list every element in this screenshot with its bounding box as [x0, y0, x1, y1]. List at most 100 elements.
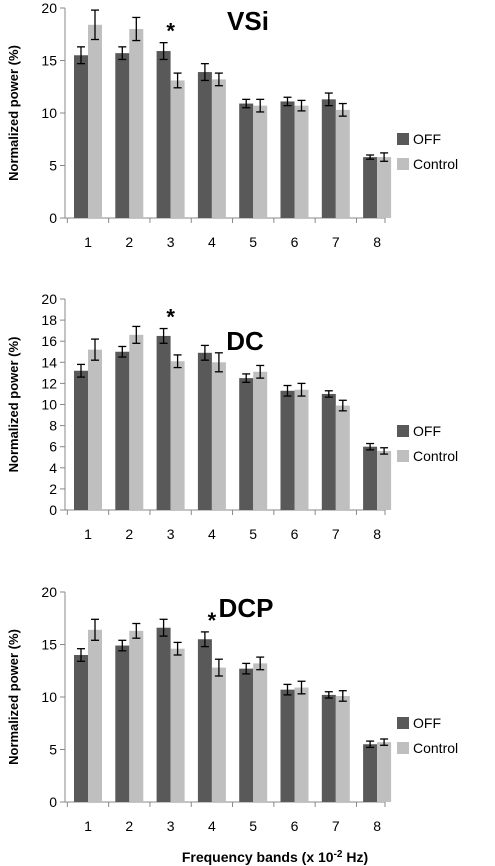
error-bar-control-4: [214, 658, 223, 677]
error-bar-off-3: [159, 618, 168, 637]
panel-title: VSi: [227, 6, 269, 36]
legend-label-control: Control: [413, 740, 458, 756]
error-bar-control-5: [256, 98, 265, 113]
error-bar-off-5: [242, 662, 251, 675]
error-bar-control-7: [338, 102, 347, 117]
bar-control-8: [377, 157, 392, 218]
error-bar-off-7: [324, 92, 333, 107]
error-bar-off-6: [283, 96, 292, 107]
bar-control-1: [88, 24, 102, 218]
error-bar-off-1: [77, 363, 85, 378]
bar-control-5: [253, 371, 268, 510]
x-tick-label: 1: [84, 234, 92, 250]
x-tick-label: 4: [208, 818, 216, 834]
chart-panel-1: 0 5 10 15 20 Normalized power (%) 1 2 3 4 5 6 7 8 * VSi…: [6, 0, 458, 250]
error-bar-off-8: [366, 154, 375, 160]
y-tick-label: 8: [49, 418, 57, 434]
bar-off-8: [363, 744, 378, 802]
error-bar-control-3: [173, 641, 182, 656]
error-bar-control-4: [214, 352, 223, 373]
error-bar-off-3: [159, 327, 168, 344]
error-bar-control-7: [338, 690, 347, 702]
error-bar-control-2: [132, 622, 141, 639]
y-tick-label: 4: [49, 460, 57, 476]
error-bar-control-8: [380, 447, 389, 455]
legend: OFF Control: [397, 131, 458, 172]
legend-swatch-control: [397, 742, 409, 754]
error-bar-control-8: [380, 152, 389, 162]
x-tick-label: 6: [291, 234, 299, 250]
bar-off-7: [321, 393, 336, 510]
y-tick-label: 10: [41, 105, 57, 121]
bar-control-1: [88, 629, 102, 802]
x-tick-label: 5: [249, 526, 257, 542]
x-tick-label: 4: [208, 526, 216, 542]
error-bar-off-1: [77, 648, 85, 662]
legend-swatch-off: [397, 425, 409, 437]
bar-control-6: [294, 389, 309, 510]
error-bar-off-4: [200, 631, 209, 648]
error-bar-off-2: [118, 345, 127, 358]
error-bar-control-7: [338, 399, 347, 412]
bar-off-4: [197, 639, 212, 802]
error-bar-off-3: [159, 42, 168, 61]
bar-control-4: [211, 79, 226, 219]
bar-control-8: [377, 742, 392, 802]
error-bar-control-2: [132, 16, 141, 42]
legend-swatch-control: [397, 450, 409, 462]
bar-control-6: [294, 687, 309, 802]
bar-off-2: [115, 53, 130, 219]
legend-label-control: Control: [413, 156, 458, 172]
bar-control-7: [335, 695, 350, 802]
x-tick-label: 8: [373, 234, 381, 250]
bar-off-2: [115, 351, 130, 510]
bar-off-6: [280, 689, 295, 802]
bar-control-8: [377, 450, 392, 510]
y-tick-label: 6: [49, 439, 57, 455]
x-tick-label: 7: [332, 526, 340, 542]
legend-swatch-off: [397, 717, 409, 729]
bar-control-3: [170, 80, 185, 218]
y-tick-label: 12: [41, 375, 57, 391]
bar-off-3: [156, 51, 171, 218]
bar-off-6: [280, 101, 295, 218]
y-axis-label: Normalized power (%): [6, 629, 21, 765]
error-bar-off-7: [324, 390, 333, 398]
error-bar-control-6: [297, 680, 306, 695]
error-bar-control-6: [297, 382, 306, 397]
error-bar-control-3: [173, 72, 182, 89]
y-tick-label: 2: [49, 481, 57, 497]
error-bar-control-4: [214, 72, 223, 87]
bar-control-3: [170, 648, 185, 802]
bar-control-5: [253, 663, 268, 802]
y-tick-label: 0: [49, 794, 57, 810]
bar-control-2: [129, 334, 144, 510]
significance-marker: *: [166, 19, 175, 44]
error-bar-off-4: [200, 344, 209, 361]
error-bar-off-8: [366, 740, 375, 749]
x-tick-label: 8: [373, 818, 381, 834]
x-tick-label: 6: [291, 526, 299, 542]
bar-off-6: [280, 390, 295, 510]
legend-swatch-off: [397, 133, 409, 145]
x-tick-label: 5: [249, 234, 257, 250]
bar-off-3: [156, 627, 171, 802]
bar-off-7: [321, 99, 336, 218]
y-tick-label: 20: [41, 291, 57, 307]
y-tick-label: 16: [41, 333, 57, 349]
y-tick-label: 15: [41, 53, 57, 69]
y-tick-label: 0: [49, 502, 57, 518]
error-bar-off-6: [283, 683, 292, 696]
y-tick-label: 20: [41, 584, 57, 600]
y-axis-label: Normalized power (%): [6, 337, 21, 473]
chart-panel-3: 0 5 10 15 20 Normalized power (%) 1 2 3 4 5 6 7 8 * DCP…: [6, 584, 458, 834]
legend-label-off: OFF: [413, 423, 441, 439]
x-tick-label: 1: [84, 526, 92, 542]
y-tick-label: 15: [41, 637, 57, 653]
bar-off-5: [239, 378, 254, 510]
bar-control-2: [129, 630, 144, 802]
x-tick-label: 3: [167, 234, 175, 250]
y-tick-label: 14: [41, 354, 57, 370]
